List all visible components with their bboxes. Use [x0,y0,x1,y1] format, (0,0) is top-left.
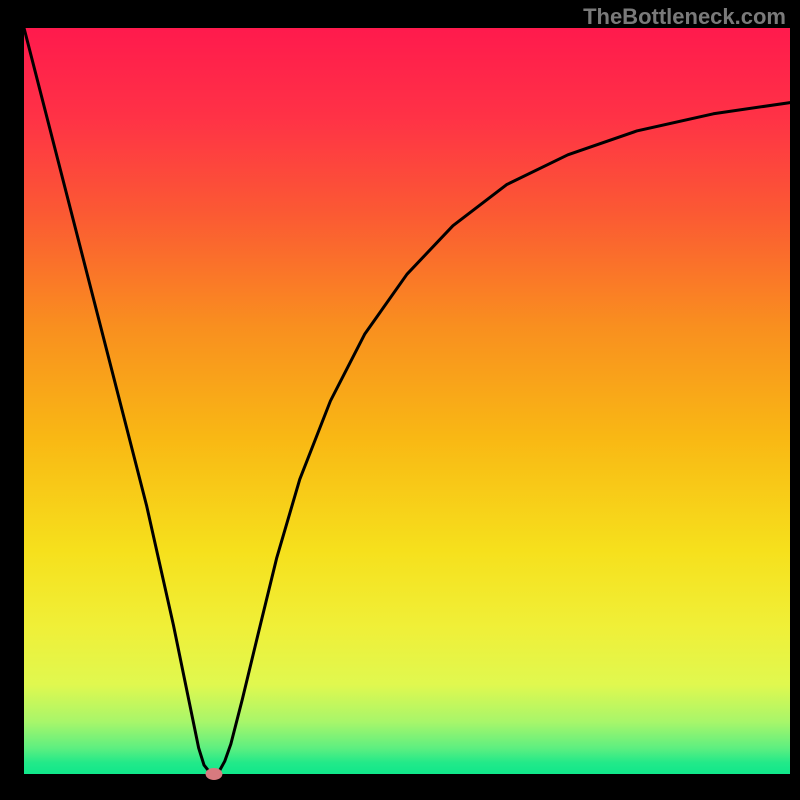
watermark-label: TheBottleneck.com [583,4,786,30]
gradient-background [24,28,790,774]
bottleneck-curve-chart [0,0,800,800]
optimal-point-marker [206,768,223,780]
